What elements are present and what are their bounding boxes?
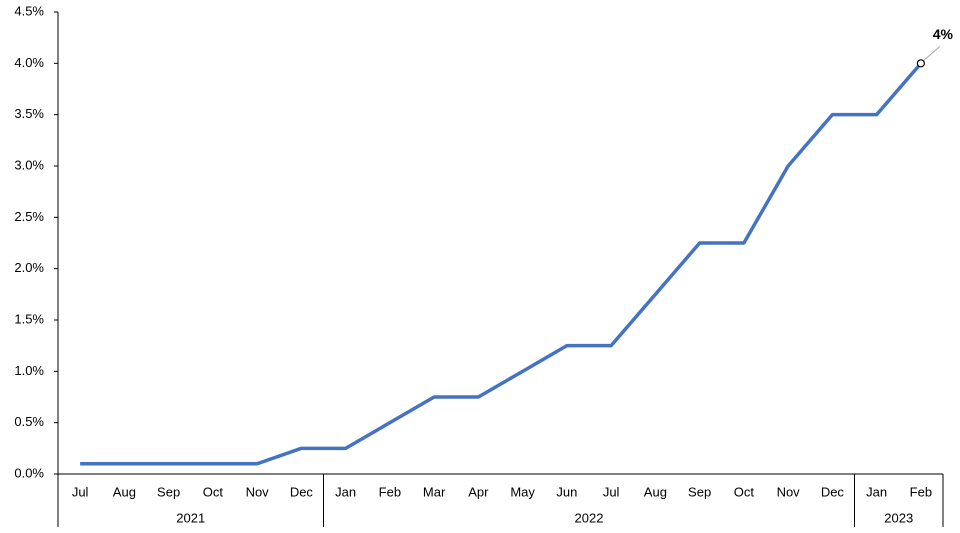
x-tick-label: Dec — [290, 484, 314, 499]
x-tick-label: Jul — [72, 484, 89, 499]
year-label: 2023 — [884, 510, 913, 525]
x-tick-label: Aug — [644, 484, 667, 499]
y-tick-label: 0.0% — [14, 465, 44, 480]
x-tick-label: Jun — [556, 484, 577, 499]
x-tick-label: Sep — [688, 484, 711, 499]
year-label: 2021 — [176, 510, 205, 525]
x-tick-label: Aug — [113, 484, 136, 499]
y-tick-label: 4.5% — [14, 3, 44, 18]
x-tick-label: Feb — [379, 484, 401, 499]
x-tick-label: Oct — [203, 484, 224, 499]
x-tick-label: Feb — [910, 484, 932, 499]
leader-line — [923, 45, 941, 61]
x-tick-label: Dec — [821, 484, 845, 499]
line-series — [80, 62, 923, 466]
point-marker — [916, 59, 925, 68]
x-tick-label: Nov — [246, 484, 270, 499]
x-tick-label: Nov — [777, 484, 801, 499]
x-tick-label: Jul — [603, 484, 620, 499]
x-tick-label: Sep — [157, 484, 180, 499]
y-tick-label: 3.5% — [14, 106, 44, 121]
y-tick-label: 3.0% — [14, 157, 44, 172]
y-tick-label: 2.5% — [14, 209, 44, 224]
y-tick-label: 1.0% — [14, 363, 44, 378]
year-label: 2022 — [575, 510, 604, 525]
x-tick-label: Mar — [423, 484, 446, 499]
y-tick-label: 4.0% — [14, 55, 44, 70]
x-tick-label: Jan — [335, 484, 356, 499]
x-tick-label: May — [510, 484, 535, 499]
y-tick-label: 2.0% — [14, 260, 44, 275]
data-label: 4% — [933, 26, 954, 42]
x-tick-label: Oct — [734, 484, 755, 499]
y-tick-label: 1.5% — [14, 311, 44, 326]
x-tick-label: Jan — [866, 484, 887, 499]
x-tick-label: Apr — [468, 484, 489, 499]
y-tick-label: 0.5% — [14, 414, 44, 429]
